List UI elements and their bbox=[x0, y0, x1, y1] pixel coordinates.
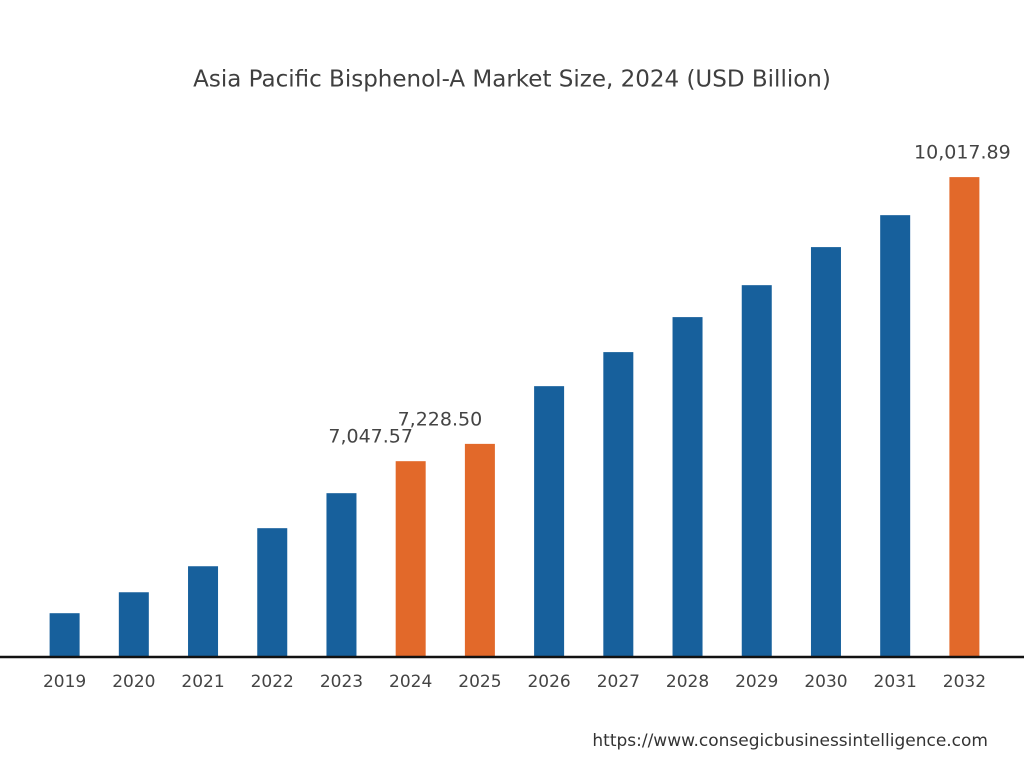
source: https://www.consegicbusinessintelligence… bbox=[592, 731, 988, 751]
x-tick-label: 2021 bbox=[181, 672, 224, 692]
bar bbox=[949, 177, 980, 658]
x-tick-label: 2026 bbox=[527, 672, 570, 692]
bar bbox=[810, 247, 841, 657]
x-tick-label: 2019 bbox=[43, 672, 86, 692]
x-tick-label: 2023 bbox=[320, 672, 363, 692]
bar bbox=[880, 215, 911, 657]
bar bbox=[257, 528, 288, 657]
bar bbox=[49, 613, 80, 657]
bar bbox=[188, 566, 219, 657]
chart-title: Asia Pacific Bisphenol-A Market Size, 20… bbox=[193, 67, 831, 93]
value-label: 7,047.57 bbox=[328, 426, 413, 448]
bar bbox=[603, 352, 634, 657]
x-tick-label: 2028 bbox=[666, 672, 709, 692]
x-tick-label: 2029 bbox=[735, 672, 778, 692]
bar bbox=[534, 386, 565, 657]
bar bbox=[326, 493, 357, 657]
x-tick-label: 2024 bbox=[389, 672, 432, 692]
bar bbox=[464, 443, 495, 657]
bar bbox=[672, 317, 703, 657]
x-tick-label: 2030 bbox=[804, 672, 847, 692]
x-tick-label: 2022 bbox=[251, 672, 294, 692]
x-tick-label: 2027 bbox=[597, 672, 640, 692]
bar bbox=[118, 592, 149, 657]
value-label: 10,017.89 bbox=[914, 142, 1011, 164]
bar bbox=[741, 285, 772, 657]
x-tick-label: 2031 bbox=[874, 672, 917, 692]
value-label: 7,228.50 bbox=[398, 408, 483, 430]
x-tick-label: 2025 bbox=[458, 672, 501, 692]
bar bbox=[395, 461, 426, 657]
x-tick-label: 2032 bbox=[943, 672, 986, 692]
x-tick-label: 2020 bbox=[112, 672, 155, 692]
